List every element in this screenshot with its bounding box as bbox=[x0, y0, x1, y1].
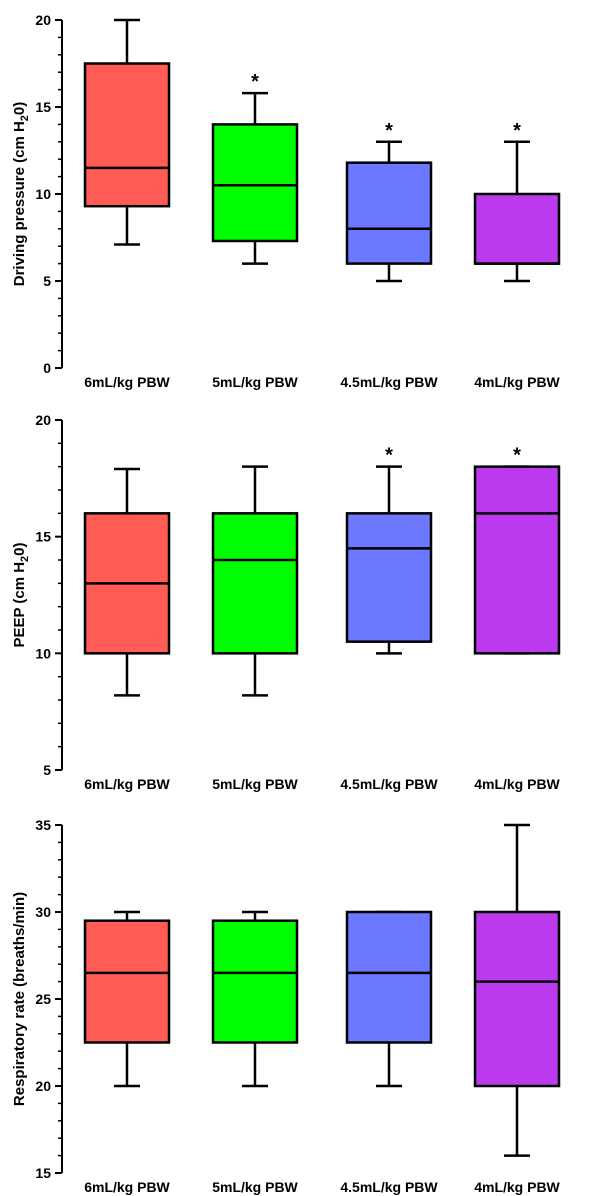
y-axis-title: PEEP (cm H20) bbox=[11, 542, 31, 647]
chart-panel-2: 5 10 15 20 PEEP (cm H20) 6mL/kg PBW 5mL/kg PBW… bbox=[11, 412, 561, 792]
iqr-box bbox=[473, 910, 561, 1088]
significance-star: * bbox=[385, 120, 393, 142]
y-tick-label: 15 bbox=[35, 1165, 51, 1181]
box-1 bbox=[83, 467, 171, 697]
iqr-box bbox=[345, 910, 433, 1044]
box-3 bbox=[345, 910, 433, 1088]
y-tick-label: 15 bbox=[35, 99, 51, 115]
iqr-box bbox=[83, 919, 171, 1044]
category-label: 6mL/kg PBW bbox=[84, 776, 170, 792]
y-tick-label: 20 bbox=[35, 412, 51, 428]
category-label: 4.5mL/kg PBW bbox=[340, 1179, 438, 1195]
box-3: * bbox=[345, 120, 433, 283]
chart-panel-1: 0 5 10 15 20 Driving pressure (cm H20) 6mL/kg … bbox=[11, 12, 561, 390]
box-4: * bbox=[473, 120, 561, 283]
y-tick-label: 35 bbox=[35, 817, 51, 833]
iqr-box bbox=[345, 512, 433, 643]
category-label: 6mL/kg PBW bbox=[84, 374, 170, 390]
category-label: 4.5mL/kg PBW bbox=[340, 776, 438, 792]
box-4 bbox=[473, 823, 561, 1157]
y-tick-label: 0 bbox=[43, 360, 51, 376]
box-2 bbox=[211, 465, 299, 697]
y-tick-label: 5 bbox=[43, 273, 51, 289]
category-label: 4mL/kg PBW bbox=[474, 1179, 560, 1195]
iqr-box bbox=[345, 161, 433, 265]
iqr-box bbox=[211, 123, 299, 243]
y-tick-label: 20 bbox=[35, 12, 51, 28]
chart-panel-3: 15 20 25 30 35 Respiratory rate (breaths/min)… bbox=[11, 817, 561, 1195]
box-3: * bbox=[345, 445, 433, 655]
y-axis-title: Driving pressure (cm H20) bbox=[11, 102, 31, 287]
iqr-box bbox=[83, 62, 171, 208]
iqr-box bbox=[473, 465, 561, 655]
significance-star: * bbox=[513, 120, 521, 142]
y-tick-label: 15 bbox=[35, 529, 51, 545]
category-label: 5mL/kg PBW bbox=[212, 1179, 298, 1195]
box-1 bbox=[83, 910, 171, 1088]
y-tick-label: 5 bbox=[43, 762, 51, 778]
box-2 bbox=[211, 910, 299, 1088]
significance-star: * bbox=[251, 71, 259, 93]
box-1 bbox=[83, 18, 171, 246]
y-tick-label: 25 bbox=[35, 991, 51, 1007]
category-label: 5mL/kg PBW bbox=[212, 776, 298, 792]
y-tick-label: 10 bbox=[35, 645, 51, 661]
category-label: 4mL/kg PBW bbox=[474, 374, 560, 390]
iqr-box bbox=[211, 919, 299, 1044]
significance-star: * bbox=[385, 445, 393, 467]
iqr-box bbox=[211, 512, 299, 655]
y-axis-title: Respiratory rate (breaths/min) bbox=[11, 892, 28, 1106]
category-label: 4mL/kg PBW bbox=[474, 776, 560, 792]
category-label: 5mL/kg PBW bbox=[212, 374, 298, 390]
box-4: * bbox=[473, 445, 561, 655]
category-label: 4.5mL/kg PBW bbox=[340, 374, 438, 390]
significance-star: * bbox=[513, 445, 521, 467]
iqr-box bbox=[473, 192, 561, 265]
y-tick-label: 30 bbox=[35, 904, 51, 920]
y-tick-label: 20 bbox=[35, 1078, 51, 1094]
box-2: * bbox=[211, 71, 299, 265]
category-label: 6mL/kg PBW bbox=[84, 1179, 170, 1195]
y-tick-label: 10 bbox=[35, 186, 51, 202]
